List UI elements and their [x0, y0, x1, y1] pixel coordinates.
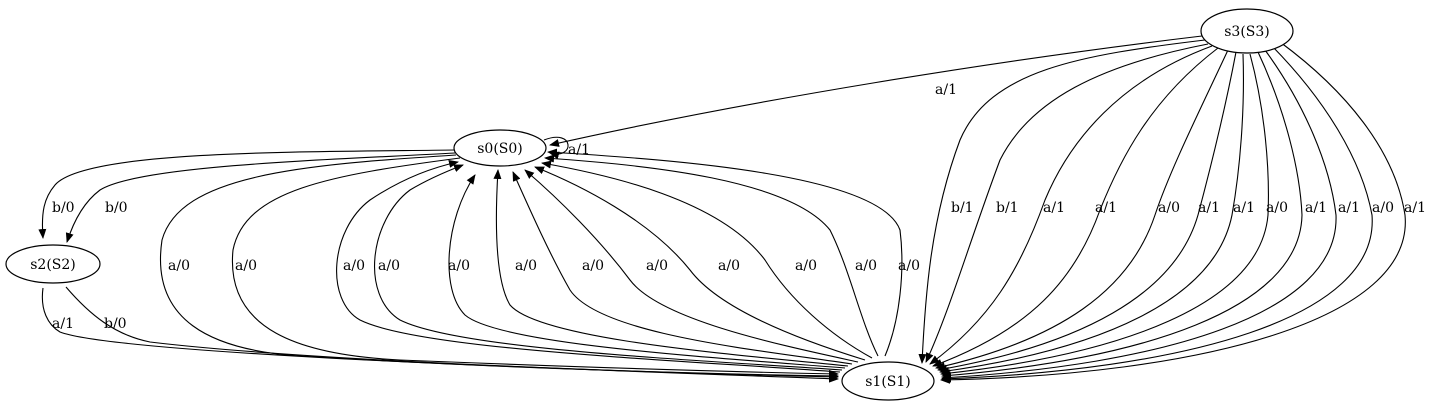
- edge-label: a/0: [1158, 200, 1180, 216]
- edge-s3-s1-a0: a/0: [935, 49, 1229, 370]
- state-node-s0: s0(S0): [453, 129, 547, 167]
- edge-label: b/1: [996, 200, 1019, 216]
- edge-label: a/0: [855, 258, 877, 274]
- edge-s3-s1-a1: a/1: [929, 45, 1213, 365]
- nodes-layer: s0(S0) s1(S1) s2(S2) s3(S3): [5, 8, 1294, 401]
- edge-label: b/0: [52, 200, 75, 216]
- edge-label: a/0: [718, 258, 740, 274]
- state-label: s2(S2): [30, 257, 76, 273]
- edge-s2-s1-a1: a/1: [41, 287, 839, 383]
- edge-label: a/0: [795, 258, 817, 274]
- edge-s0-s0-a1: a/1: [543, 136, 590, 160]
- state-label: s3(S3): [1224, 24, 1270, 40]
- state-label: s1(S1): [865, 374, 911, 390]
- edge-label: a/1: [568, 142, 590, 158]
- edge-s1-s0-a0: a/0: [493, 169, 849, 367]
- edge-s3-s1-a1: a/1: [937, 51, 1237, 373]
- edge-s1-s0-a0: a/0: [524, 169, 859, 363]
- edge-s1-s0-a0: a/0: [534, 166, 866, 361]
- edge-label: a/1: [1198, 200, 1220, 216]
- edge-s3-s1-a0: a/0: [941, 45, 1394, 383]
- edge-label: a/1: [1043, 200, 1065, 216]
- edge-label: a/1: [1338, 200, 1360, 216]
- edges-layer: a/1 b/0 b/0 a/1 b/0 a/0 a/0: [38, 35, 1426, 384]
- edge-label: a/1: [1305, 200, 1327, 216]
- state-label: s0(S0): [477, 141, 523, 157]
- edge-s3-s1-b1: b/1: [925, 43, 1209, 363]
- edge-s2-s1-b0: b/0: [65, 286, 839, 381]
- edge-s1-s0-a0: a/0: [541, 160, 873, 359]
- edge-label: a/1: [1095, 200, 1117, 216]
- edge-label: a/0: [1266, 200, 1288, 216]
- edge-s3-s1-a0: a/0: [940, 53, 1288, 378]
- state-node-s1: s1(S1): [841, 361, 935, 401]
- edge-label: a/0: [1372, 200, 1394, 216]
- edge-label: b/0: [104, 316, 127, 332]
- edge-s3-s1-a1: a/1: [932, 47, 1219, 367]
- edge-s3-s1-a1: a/1: [939, 53, 1255, 375]
- state-node-s2: s2(S2): [5, 244, 101, 284]
- state-node-s3: s3(S3): [1200, 8, 1294, 54]
- edge-label: a/0: [448, 258, 470, 274]
- edge-label: a/0: [515, 258, 537, 274]
- edge-label: a/1: [1404, 200, 1426, 216]
- edge-s3-s1-a1: a/1: [941, 51, 1327, 380]
- edge-label: a/1: [935, 82, 957, 98]
- edge-label: a/0: [343, 258, 365, 274]
- edge-label: b/1: [951, 200, 974, 216]
- edge-s0-s1-a0: a/0: [231, 157, 839, 378]
- edge-label: a/1: [1233, 200, 1255, 216]
- edge-s0-s1-a0: a/0: [160, 154, 839, 380]
- edge-label: a/1: [52, 316, 74, 332]
- edge-label: a/0: [646, 258, 668, 274]
- edge-s1-s0-a0: a/0: [547, 148, 920, 357]
- edge-s3-s1-a1: a/1: [941, 49, 1360, 382]
- edge-label: a/0: [378, 258, 400, 274]
- edge-label: a/0: [168, 258, 190, 274]
- edge-s1-s0-a0: a/0: [544, 154, 879, 357]
- edge-label: a/0: [235, 258, 257, 274]
- edge-s3-s1-b1: b/1: [918, 39, 1206, 364]
- edge-s1-s0-a0: a/0: [512, 171, 853, 365]
- edge-s1-s0-a0: a/0: [373, 164, 843, 371]
- edge-label: a/0: [582, 258, 604, 274]
- edge-s3-s0-a1: a/1: [549, 35, 1203, 147]
- edge-s0-s2-b0: b/0: [65, 152, 456, 243]
- edge-label: a/0: [898, 258, 920, 274]
- edge-label: b/0: [105, 200, 128, 216]
- edge-s3-s1-a1: a/1: [940, 41, 1426, 384]
- edge-s1-s0-a0: a/0: [336, 159, 841, 373]
- edge-s0-s2-b0: b/0: [38, 149, 456, 239]
- edge-s1-s0-a0: a/0: [448, 174, 846, 369]
